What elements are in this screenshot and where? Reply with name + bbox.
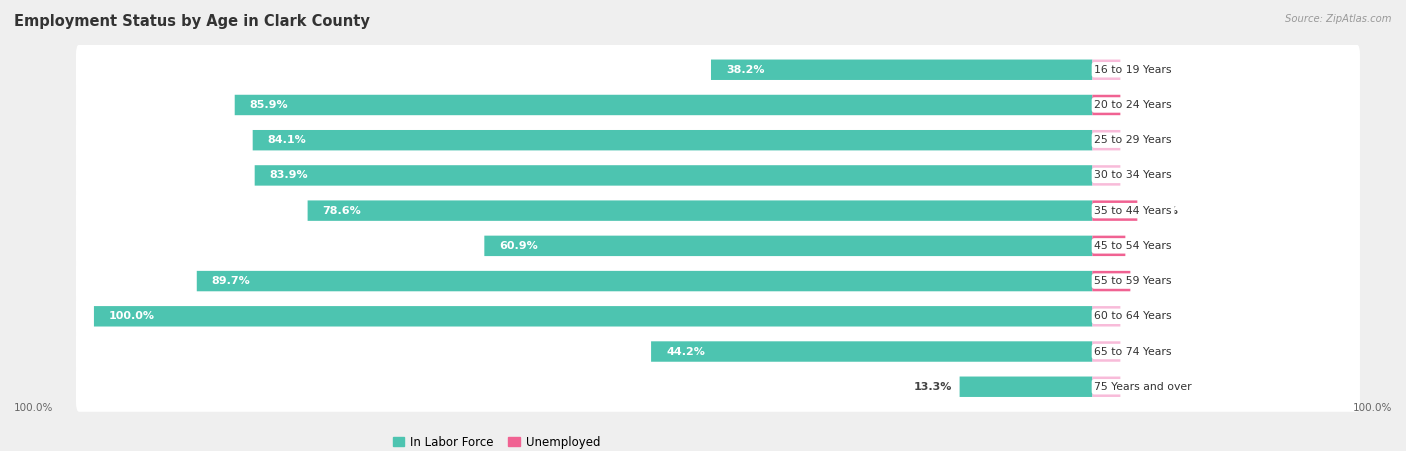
FancyBboxPatch shape <box>1092 341 1121 362</box>
Text: 65 to 74 Years: 65 to 74 Years <box>1094 346 1171 357</box>
FancyBboxPatch shape <box>253 130 1092 151</box>
FancyBboxPatch shape <box>76 327 1360 377</box>
Text: 85.9%: 85.9% <box>250 100 288 110</box>
FancyBboxPatch shape <box>76 45 1360 95</box>
FancyBboxPatch shape <box>1092 306 1121 327</box>
FancyBboxPatch shape <box>651 341 1092 362</box>
Text: 83.9%: 83.9% <box>270 170 308 180</box>
Text: 0.0%: 0.0% <box>1130 135 1161 145</box>
Text: 100.0%: 100.0% <box>108 311 155 321</box>
Text: 3.3%: 3.3% <box>1135 241 1166 251</box>
FancyBboxPatch shape <box>711 60 1092 80</box>
Text: 89.7%: 89.7% <box>212 276 250 286</box>
FancyBboxPatch shape <box>1092 377 1121 397</box>
Text: 38.2%: 38.2% <box>725 65 765 75</box>
Text: 13.3%: 13.3% <box>914 382 952 392</box>
Text: 0.0%: 0.0% <box>1130 382 1161 392</box>
Text: 60 to 64 Years: 60 to 64 Years <box>1094 311 1173 321</box>
Text: 25 to 29 Years: 25 to 29 Years <box>1094 135 1171 145</box>
Text: 45 to 54 Years: 45 to 54 Years <box>1094 241 1171 251</box>
Text: Employment Status by Age in Clark County: Employment Status by Age in Clark County <box>14 14 370 28</box>
Text: 84.1%: 84.1% <box>267 135 307 145</box>
FancyBboxPatch shape <box>76 115 1360 165</box>
Text: 35 to 44 Years: 35 to 44 Years <box>1094 206 1171 216</box>
Text: 60.9%: 60.9% <box>499 241 538 251</box>
Text: 30 to 34 Years: 30 to 34 Years <box>1094 170 1173 180</box>
FancyBboxPatch shape <box>94 306 1092 327</box>
FancyBboxPatch shape <box>1092 200 1137 221</box>
Text: 44.2%: 44.2% <box>666 346 704 357</box>
FancyBboxPatch shape <box>76 186 1360 235</box>
FancyBboxPatch shape <box>76 151 1360 200</box>
Text: 16 to 19 Years: 16 to 19 Years <box>1094 65 1171 75</box>
Text: 0.0%: 0.0% <box>1130 170 1161 180</box>
Text: 0.0%: 0.0% <box>1130 65 1161 75</box>
Text: 78.6%: 78.6% <box>322 206 361 216</box>
FancyBboxPatch shape <box>254 165 1092 186</box>
FancyBboxPatch shape <box>1092 130 1121 151</box>
FancyBboxPatch shape <box>1092 95 1121 115</box>
Text: 55 to 59 Years: 55 to 59 Years <box>1094 276 1171 286</box>
FancyBboxPatch shape <box>308 200 1092 221</box>
Text: 0.0%: 0.0% <box>1130 346 1161 357</box>
FancyBboxPatch shape <box>76 80 1360 130</box>
Text: 75 Years and over: 75 Years and over <box>1094 382 1192 392</box>
FancyBboxPatch shape <box>76 291 1360 341</box>
Text: 20 to 24 Years: 20 to 24 Years <box>1094 100 1173 110</box>
FancyBboxPatch shape <box>76 362 1360 412</box>
FancyBboxPatch shape <box>484 235 1092 256</box>
Text: 1.5%: 1.5% <box>1130 100 1161 110</box>
Text: 0.0%: 0.0% <box>1130 311 1161 321</box>
Text: 100.0%: 100.0% <box>14 403 53 413</box>
Legend: In Labor Force, Unemployed: In Labor Force, Unemployed <box>388 431 605 451</box>
Text: 3.8%: 3.8% <box>1140 276 1171 286</box>
FancyBboxPatch shape <box>76 221 1360 271</box>
FancyBboxPatch shape <box>197 271 1092 291</box>
FancyBboxPatch shape <box>1092 271 1130 291</box>
Text: 100.0%: 100.0% <box>1353 403 1392 413</box>
FancyBboxPatch shape <box>1092 235 1125 256</box>
FancyBboxPatch shape <box>235 95 1092 115</box>
Text: Source: ZipAtlas.com: Source: ZipAtlas.com <box>1285 14 1392 23</box>
FancyBboxPatch shape <box>1092 165 1121 186</box>
Text: 4.5%: 4.5% <box>1147 206 1178 216</box>
FancyBboxPatch shape <box>76 256 1360 306</box>
FancyBboxPatch shape <box>1092 60 1121 80</box>
FancyBboxPatch shape <box>960 377 1092 397</box>
